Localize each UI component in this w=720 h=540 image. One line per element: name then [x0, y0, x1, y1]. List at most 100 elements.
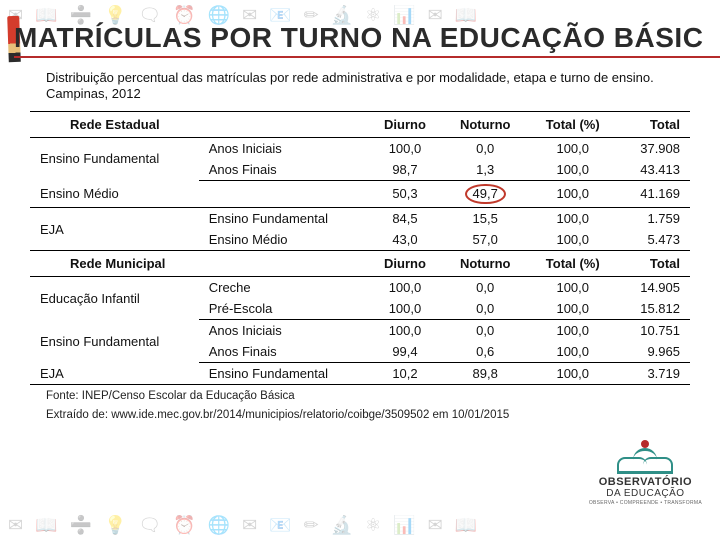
value-cell: 57,0	[442, 229, 527, 251]
value-cell: 100,0	[528, 159, 618, 181]
value-cell: 10.751	[618, 320, 690, 342]
slide-title: MATRÍCULAS POR TURNO NA EDUCAÇÃO BÁSIC	[14, 22, 720, 58]
deco-glyph: ⚛	[365, 515, 381, 536]
value-cell: 100,0	[528, 277, 618, 299]
value-cell: 100,0	[528, 363, 618, 385]
section-header-row: Rede EstadualDiurnoNoturnoTotal (%)Total	[30, 111, 690, 137]
column-header: Noturno	[442, 111, 527, 137]
column-header: Total	[618, 111, 690, 137]
logo-icon	[617, 440, 673, 474]
value-cell: 1,3	[442, 159, 527, 181]
deco-glyph: 📖	[455, 515, 477, 536]
value-cell: 84,5	[367, 208, 442, 230]
footnote-source: Fonte: INEP/Censo Escolar da Educação Bá…	[46, 389, 674, 404]
deco-glyph: 📧	[269, 515, 291, 536]
value-cell: 43,0	[367, 229, 442, 251]
logo-text-2: DA EDUCAÇÃO	[589, 488, 702, 499]
group-cell: Ensino Fundamental	[30, 320, 199, 363]
table-row: Ensino Médio 50,3 49,7 100,041.169	[30, 180, 690, 208]
value-cell: 0,0	[442, 277, 527, 299]
group-cell: EJA	[30, 208, 199, 251]
column-header: Diurno	[367, 111, 442, 137]
table-row: Ensino FundamentalAnos Iniciais100,00,01…	[30, 320, 690, 342]
value-cell: 43.413	[618, 159, 690, 181]
value-cell: 15.812	[618, 298, 690, 320]
deco-glyph: 🔬	[331, 515, 353, 536]
stage-cell: Pré-Escola	[199, 298, 368, 320]
column-header: Noturno	[442, 251, 527, 277]
deco-glyph: 📊	[393, 515, 415, 536]
value-cell: 15,5	[442, 208, 527, 230]
group-cell: EJA	[30, 363, 199, 385]
value-cell: 98,7	[367, 159, 442, 181]
deco-glyph: ✉	[8, 515, 23, 536]
column-header: Total (%)	[528, 251, 618, 277]
value-cell: 100,0	[528, 341, 618, 363]
value-cell: 100,0	[367, 298, 442, 320]
value-cell: 9.965	[618, 341, 690, 363]
column-header: Total	[618, 251, 690, 277]
logo-text-1: OBSERVATÓRIO	[589, 476, 702, 488]
decorative-bottom-strip: ✉ 📖 ➗ 💡 🗨 ⏰ 🌐 ✉ 📧 ✏ 🔬 ⚛ 📊 ✉ 📖	[0, 510, 720, 540]
stage-cell: Ensino Fundamental	[199, 208, 368, 230]
value-cell: 50,3	[367, 180, 442, 208]
section-header-row: Rede MunicipalDiurnoNoturnoTotal (%)Tota…	[30, 251, 690, 277]
value-cell: 41.169	[618, 180, 690, 208]
value-cell: 100,0	[528, 180, 618, 208]
value-cell: 0,0	[442, 137, 527, 159]
stage-cell: Anos Iniciais	[199, 320, 368, 342]
table-row: EJAEnsino Fundamental84,515,5100,01.759	[30, 208, 690, 230]
group-cell: Ensino Médio	[30, 180, 199, 208]
section-header: Rede Municipal	[30, 251, 367, 277]
value-cell: 3.719	[618, 363, 690, 385]
group-cell: Educação Infantil	[30, 277, 199, 320]
value-cell: 100,0	[367, 277, 442, 299]
value-cell: 10,2	[367, 363, 442, 385]
value-cell: 89,8	[442, 363, 527, 385]
table-row: Educação InfantilCreche100,00,0100,014.9…	[30, 277, 690, 299]
stage-cell	[199, 180, 368, 208]
value-cell: 100,0	[528, 320, 618, 342]
value-cell: 37.908	[618, 137, 690, 159]
value-cell: 1.759	[618, 208, 690, 230]
stage-cell: Anos Finais	[199, 159, 368, 181]
stage-cell: Anos Finais	[199, 341, 368, 363]
column-header: Total (%)	[528, 111, 618, 137]
section-header: Rede Estadual	[30, 111, 367, 137]
stage-cell: Ensino Médio	[199, 229, 368, 251]
deco-glyph: 🌐	[208, 515, 230, 536]
value-cell: 100,0	[528, 137, 618, 159]
value-cell: 100,0	[367, 137, 442, 159]
logo-text-3: OBSERVA • COMPREENDE • TRANSFORMA	[589, 500, 702, 506]
value-cell: 0,0	[442, 298, 527, 320]
value-cell: 49,7	[442, 180, 527, 208]
value-cell: 100,0	[528, 298, 618, 320]
deco-glyph: 📖	[35, 515, 57, 536]
value-cell: 100,0	[528, 208, 618, 230]
table-row: Ensino FundamentalAnos Iniciais100,00,01…	[30, 137, 690, 159]
content-area: Distribuição percentual das matrículas p…	[30, 70, 690, 423]
value-cell: 0,0	[442, 320, 527, 342]
column-header: Diurno	[367, 251, 442, 277]
stage-cell: Ensino Fundamental	[199, 363, 368, 385]
deco-glyph: ⏰	[173, 515, 195, 536]
deco-glyph: ➗	[70, 515, 92, 536]
value-cell: 14.905	[618, 277, 690, 299]
deco-glyph: ✉	[242, 515, 257, 536]
deco-glyph: ✉	[428, 515, 443, 536]
stage-cell: Creche	[199, 277, 368, 299]
deco-glyph: 💡	[104, 515, 126, 536]
value-cell: 0,6	[442, 341, 527, 363]
observatory-logo: OBSERVATÓRIO DA EDUCAÇÃO OBSERVA • COMPR…	[589, 440, 702, 506]
value-cell: 100,0	[528, 229, 618, 251]
table-subtitle: Distribuição percentual das matrículas p…	[46, 70, 674, 103]
footnote-url: Extraído de: www.ide.mec.gov.br/2014/mun…	[46, 408, 674, 423]
value-cell: 5.473	[618, 229, 690, 251]
deco-glyph: ✏	[304, 515, 319, 536]
highlighted-value: 49,7	[465, 184, 506, 205]
deco-glyph: 🗨	[138, 515, 161, 536]
stage-cell: Anos Iniciais	[199, 137, 368, 159]
value-cell: 100,0	[367, 320, 442, 342]
enrollment-table: Rede EstadualDiurnoNoturnoTotal (%)Total…	[30, 111, 690, 386]
group-cell: Ensino Fundamental	[30, 137, 199, 180]
